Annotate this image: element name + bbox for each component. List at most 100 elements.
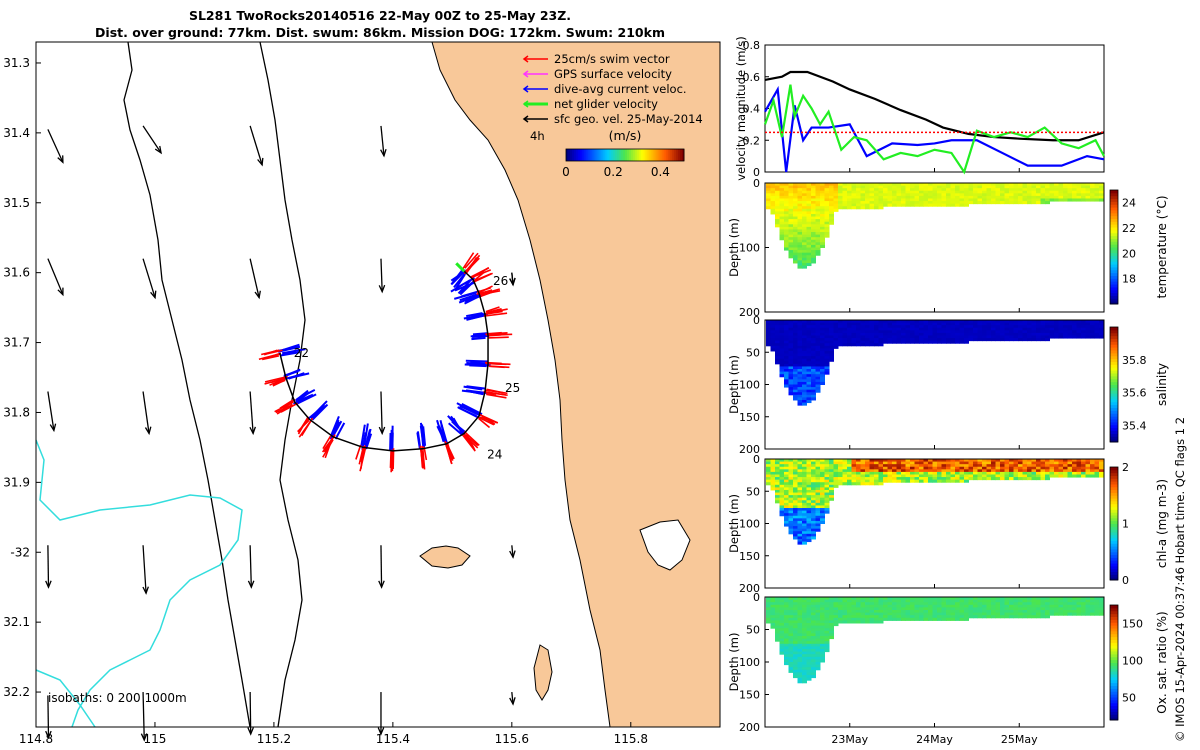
current-vector (472, 335, 489, 336)
island (534, 645, 552, 700)
profile-cell (924, 618, 929, 621)
profile-colorbar-cell (1110, 330, 1118, 333)
profile-colorbar-cell (1110, 327, 1118, 330)
profile-cell (1000, 615, 1005, 618)
profile-y-tick-label: 0 (753, 177, 760, 190)
profile-colorbar-label: temperature (°C) (1155, 196, 1169, 299)
profile-cell (793, 397, 798, 400)
profile-cell (865, 620, 870, 623)
profile-colorbar-cell (1110, 619, 1118, 622)
profile-colorbar-cell (1110, 688, 1118, 691)
profile-colorbar-cell (1110, 436, 1118, 439)
profile-cell (964, 341, 969, 344)
profile-cell (906, 204, 911, 207)
profile-cell (1014, 615, 1019, 618)
land-mass (432, 42, 720, 727)
profile-colorbar-cell (1110, 210, 1118, 213)
profile-cell (1095, 198, 1100, 201)
profile-colorbar-cell (1110, 645, 1118, 648)
y-tick-label: 32.1 (3, 615, 30, 629)
profile-colorbar-cell (1110, 654, 1118, 657)
profile-colorbar-cell (1110, 336, 1118, 339)
profile-cell (780, 237, 785, 240)
profile-colorbar-cell (1110, 611, 1118, 614)
profile-cell (1036, 477, 1041, 480)
profile-cell (1059, 474, 1064, 477)
profile-cell (969, 338, 974, 341)
profile-colorbar-cell (1110, 293, 1118, 296)
profile-cell (933, 618, 938, 621)
profile-cell (1077, 198, 1082, 201)
profile-cell (955, 341, 960, 344)
profile-cell (1027, 615, 1032, 618)
profile-colorbar-cell (1110, 634, 1118, 637)
profile-cell (883, 480, 888, 483)
profile-cell (1068, 198, 1073, 201)
profile-y-tick-label: 100 (739, 518, 760, 531)
figure-canvas: 114.8 115 115.2 115.4 115.6 115.831.331.431.5… (0, 0, 1200, 750)
profile-colorbar-cell (1110, 396, 1118, 399)
profile-cell (843, 620, 848, 623)
profile-cell (978, 201, 983, 204)
profile-cell (834, 485, 839, 488)
profile-colorbar-cell (1110, 193, 1118, 196)
profile-cell (973, 615, 978, 618)
profile-colorbar-cell (1110, 714, 1118, 717)
swim-vector (486, 363, 506, 364)
profile-colorbar-cell (1110, 637, 1118, 640)
profile-cell (771, 487, 776, 490)
profile-cell (924, 341, 929, 344)
profile-cell (865, 343, 870, 346)
profile-cell (780, 374, 785, 377)
profile-colorbar-cell (1110, 680, 1118, 683)
profile-cell (901, 480, 906, 483)
profile-colorbar-cell (1110, 287, 1118, 290)
time-tick-label: 25May (1001, 733, 1038, 746)
profile-colorbar-cell (1110, 408, 1118, 411)
profile-cell (946, 341, 951, 344)
profile-colorbar-cell (1110, 221, 1118, 224)
time-tick-label: 24May (916, 733, 953, 746)
profile-cell (910, 480, 915, 483)
profile-colorbar-cell (1110, 625, 1118, 628)
profile-cell (811, 536, 816, 539)
profile-y-tick-label: 50 (746, 485, 760, 498)
profile-cell (1063, 474, 1068, 477)
profile-cell (798, 266, 803, 269)
profile-colorbar-cell (1110, 347, 1118, 350)
geo-vector (143, 545, 146, 593)
profile-cell (811, 397, 816, 400)
profile-y-tick-label: 50 (746, 346, 760, 359)
profile-cell (1072, 335, 1077, 338)
profile-colorbar-cell (1110, 244, 1118, 247)
profile-cell (1009, 615, 1014, 618)
profile-cell (861, 343, 866, 346)
profile-colorbar-cell (1110, 256, 1118, 259)
velocity-frame (765, 45, 1104, 172)
profile-cell (798, 542, 803, 545)
profile-cell (789, 531, 794, 534)
profile-cell (951, 341, 956, 344)
current-vector (392, 433, 393, 452)
profile-colorbar-cell (1110, 428, 1118, 431)
profile-y-tick-label: 150 (739, 689, 760, 702)
profile-cell (1072, 474, 1077, 477)
profile-cell (1081, 613, 1086, 616)
profile-colorbar-cell (1110, 344, 1118, 347)
profile-cell (928, 341, 933, 344)
profile-cell (892, 480, 897, 483)
profile-cell (937, 618, 942, 621)
profile-colorbar-cell (1110, 201, 1118, 204)
profile-cell (1032, 615, 1037, 618)
profile-cell (996, 201, 1001, 204)
profile-cell (924, 480, 929, 483)
profile-cell (793, 260, 798, 263)
profile-cell (834, 346, 839, 349)
profile-colorbar-cell (1110, 648, 1118, 651)
profile-cell (775, 500, 780, 503)
profile-colorbar-cell (1110, 333, 1118, 336)
profile-cell (1054, 335, 1059, 338)
profile-cell (784, 248, 789, 251)
profile-colorbar-cell (1110, 700, 1118, 703)
profile-cell (933, 204, 938, 207)
